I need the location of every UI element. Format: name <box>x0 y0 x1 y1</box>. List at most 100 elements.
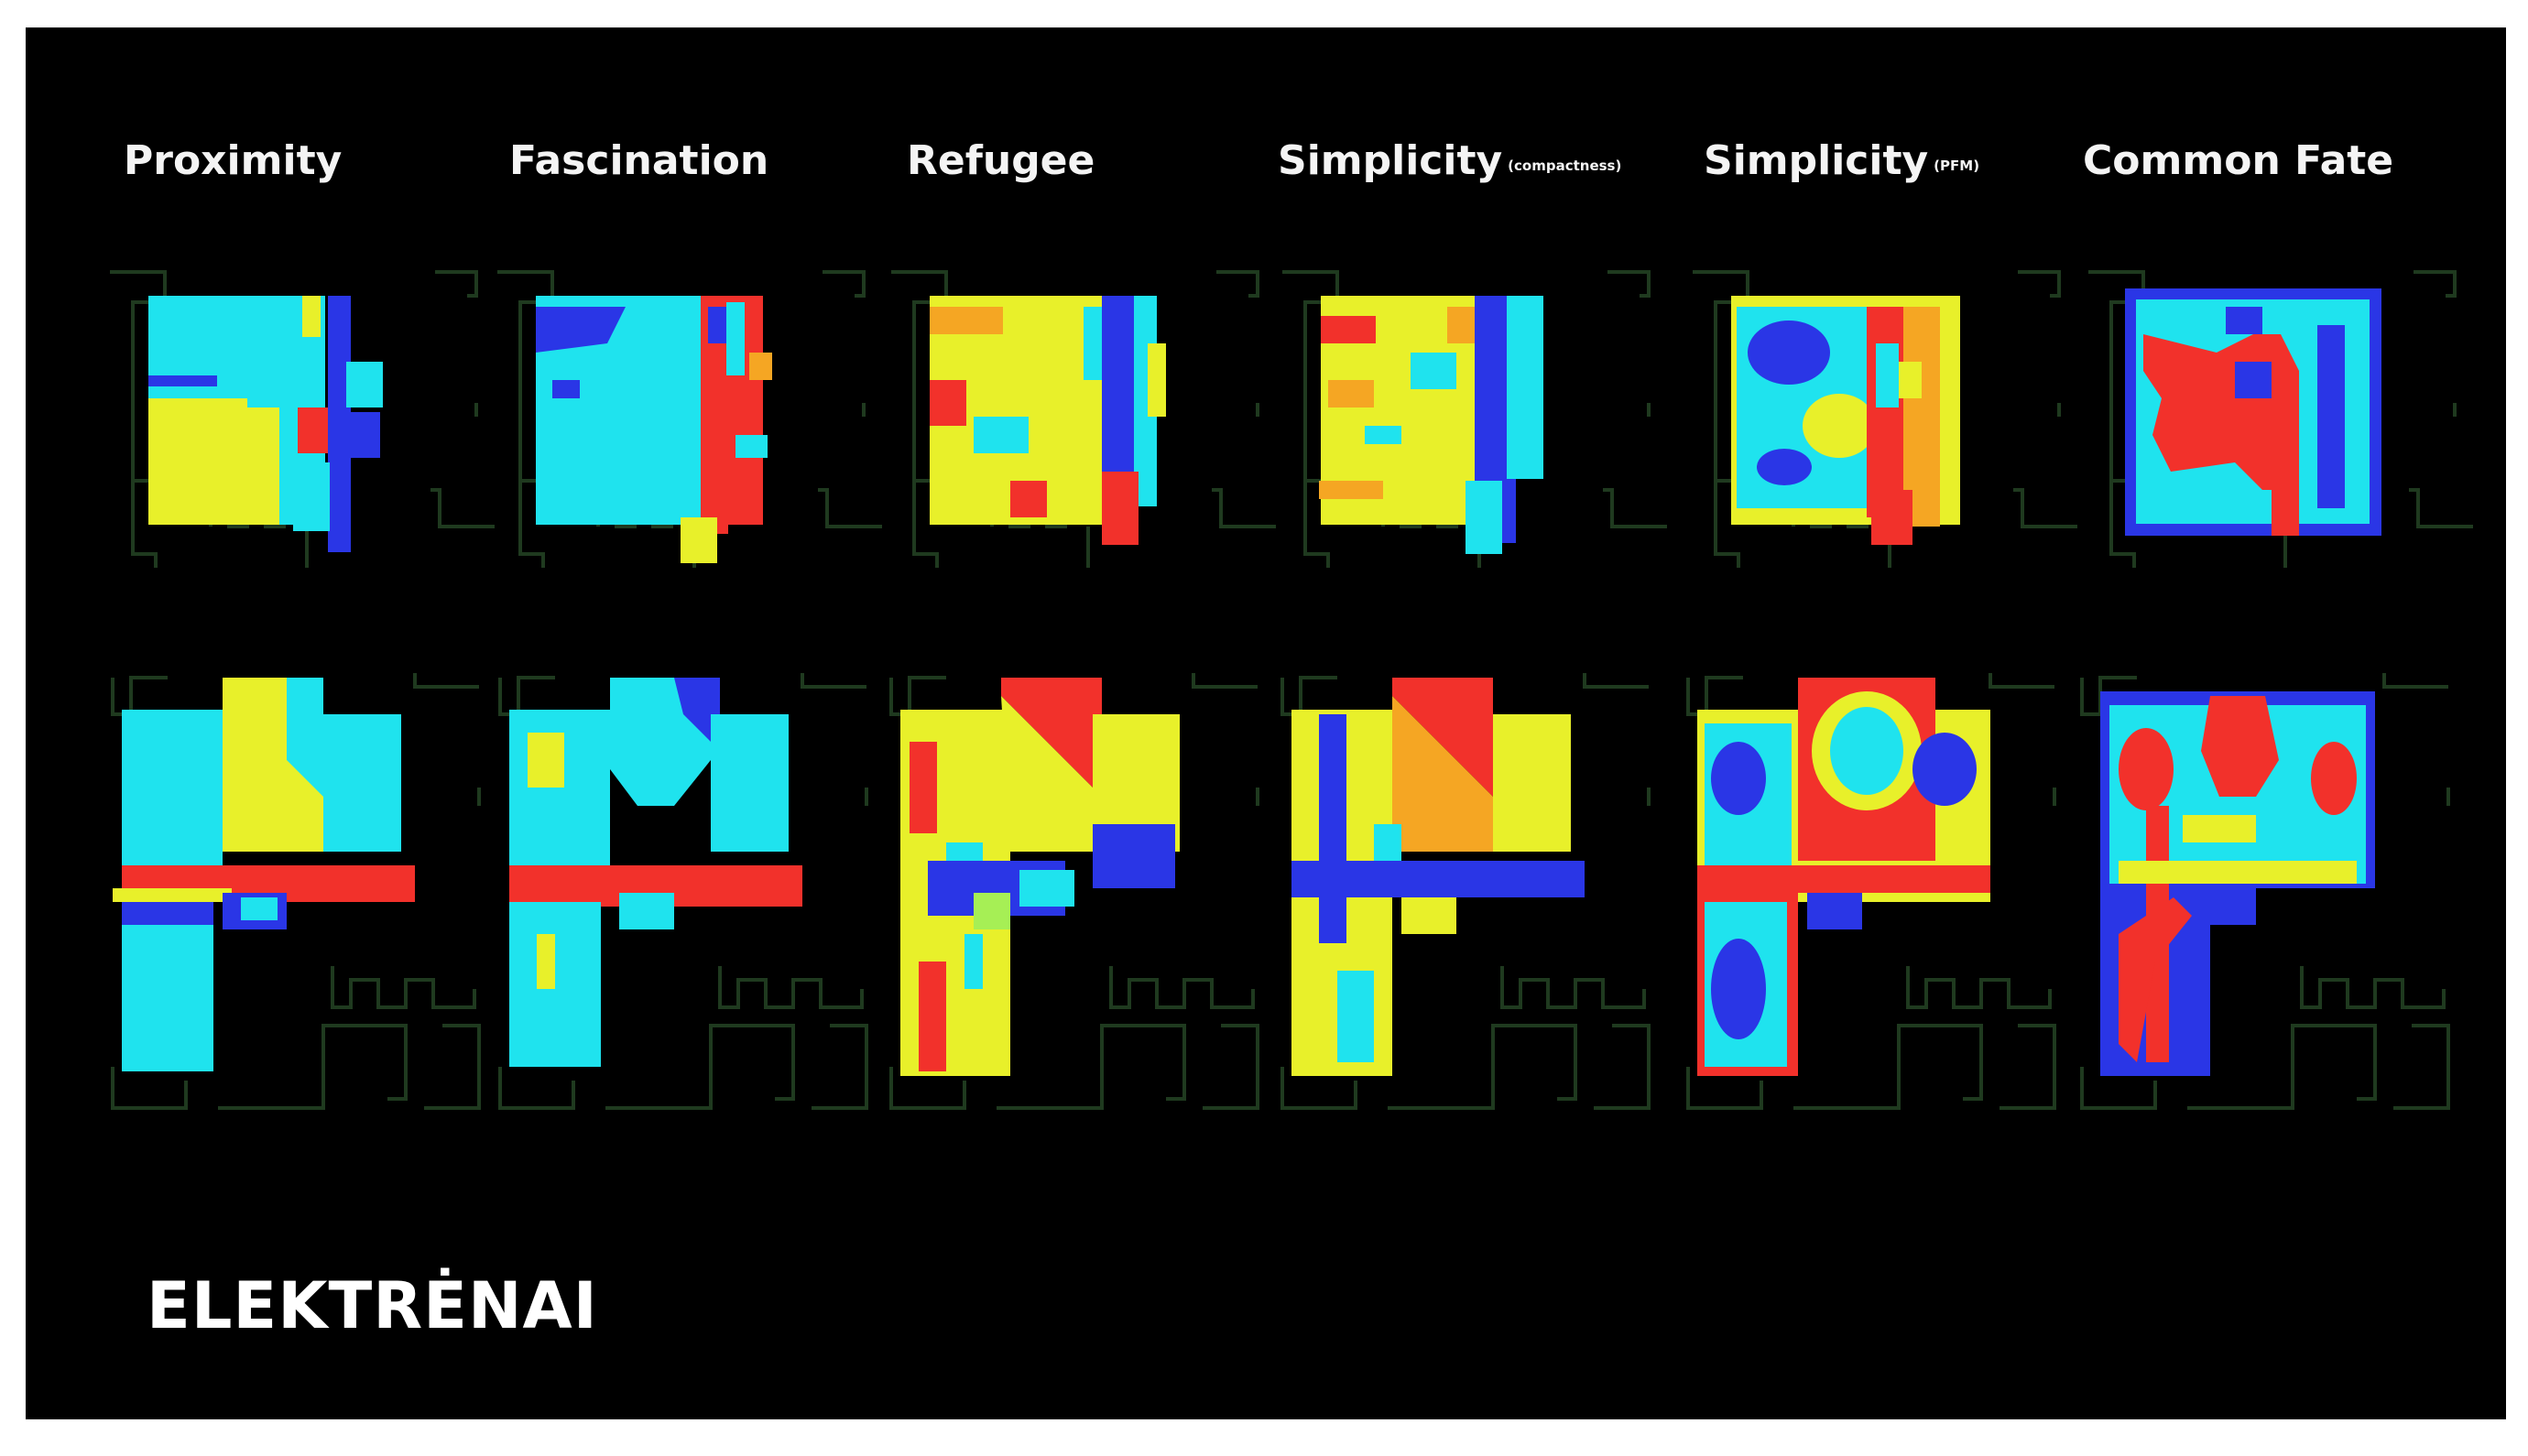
site-name: ELEKTRĖNAI <box>147 1268 598 1343</box>
wall-outline <box>111 1067 188 1110</box>
wall-outline <box>1583 673 1649 689</box>
heat-cell <box>1093 824 1175 888</box>
heat-cell <box>552 380 580 398</box>
heat-region <box>1392 678 1493 797</box>
wall-outline <box>435 270 478 298</box>
heat-cell <box>113 888 232 902</box>
plan-top-simplicity-compactness <box>1282 270 1667 568</box>
wall-outline <box>889 1067 966 1110</box>
wall-outline <box>1693 270 1749 568</box>
plan-top-common-fate <box>2088 270 2473 568</box>
heat-cell <box>1374 824 1401 861</box>
heat-cell <box>681 517 717 563</box>
heat-cell <box>1148 343 1166 417</box>
heat-cell <box>974 417 1029 453</box>
wall-outline <box>801 673 866 689</box>
heat-cell <box>1365 426 1401 444</box>
wall-outline <box>424 1024 481 1110</box>
plan-bottom-simplicity-pfm <box>1686 673 2056 1110</box>
wall-outline <box>1603 488 1667 528</box>
heat-cell <box>1019 870 1074 907</box>
plan-top-fascination <box>497 270 882 568</box>
heat-cell <box>749 353 772 380</box>
heat-blob <box>1803 394 1876 458</box>
heat-cell <box>293 462 330 531</box>
wall-outline <box>2382 673 2448 689</box>
heat-blob <box>1711 742 1766 815</box>
heat-cell <box>1321 316 1376 343</box>
heat-cell <box>708 307 726 343</box>
wall-outline <box>1212 488 1276 528</box>
wall-outline <box>1203 1024 1259 1110</box>
wall-outline <box>2393 1024 2450 1110</box>
heat-cell <box>328 296 351 552</box>
heat-region <box>1001 678 1102 797</box>
wall-outline <box>331 966 476 1009</box>
heat-region <box>1001 696 1102 852</box>
wall-outline <box>1686 676 1743 716</box>
heat-cell <box>2119 861 2357 884</box>
heat-cell <box>2201 888 2256 925</box>
plan-top-proximity <box>110 270 495 568</box>
heat-cell <box>1697 865 1990 893</box>
heat-cell <box>1084 307 1102 380</box>
heat-cell <box>1411 353 1456 389</box>
wall-outline <box>2080 1067 2157 1110</box>
wall-outline <box>111 676 168 716</box>
heat-region <box>287 678 323 797</box>
figure-panel: Proximity Fascination Refugee Simplicity… <box>26 27 2506 1419</box>
wall-outline <box>110 270 167 568</box>
heat-cell <box>122 710 223 884</box>
heat-cell <box>1291 934 1319 1071</box>
wall-outline <box>2300 966 2446 1009</box>
heat-cell <box>711 714 789 852</box>
wall-outline <box>1607 270 1651 298</box>
heat-cell <box>1291 861 1585 897</box>
wall-outline <box>718 966 864 1009</box>
heat-cell <box>1010 481 1047 517</box>
heat-region <box>536 307 626 353</box>
column-title-simplicity-pfm: Simplicity (PFM) <box>1704 137 1980 184</box>
heat-cell <box>148 375 217 386</box>
wall-outline <box>1500 966 1646 1009</box>
wall-outline <box>2000 1024 2056 1110</box>
heat-cell <box>241 897 278 920</box>
plan-top-refugee <box>891 270 1276 568</box>
heat-cell <box>1102 472 1139 545</box>
heat-region <box>2119 897 2192 1062</box>
wall-outline <box>1793 1024 1983 1110</box>
heat-cell <box>1447 307 1475 343</box>
heat-cell <box>974 893 1010 929</box>
column-title-proximity: Proximity <box>124 137 343 184</box>
heat-cell <box>302 296 321 337</box>
wall-outline <box>2187 1024 2377 1110</box>
wall-outline <box>1989 673 2054 689</box>
heat-cell <box>1337 971 1374 1062</box>
plan-top-simplicity-pfm <box>1693 270 2077 568</box>
heat-blob <box>1711 939 1766 1039</box>
wall-outline <box>2088 270 2145 568</box>
heat-cell <box>537 934 555 989</box>
heat-region <box>674 678 720 751</box>
heat-cell <box>1807 893 1862 929</box>
heat-cell <box>919 962 946 1071</box>
heat-cell <box>616 343 671 380</box>
heat-region <box>2201 696 2279 797</box>
plan-bottom-refugee <box>889 673 1259 1110</box>
heat-cell <box>2317 325 2345 508</box>
heat-cell <box>2299 353 2317 462</box>
wall-outline <box>889 676 946 716</box>
heat-cell <box>1401 897 1456 934</box>
wall-outline <box>1594 1024 1651 1110</box>
wall-outline <box>497 270 554 568</box>
wall-outline <box>1109 966 1255 1009</box>
heat-cell <box>736 435 768 458</box>
wall-outline <box>1686 1067 1763 1110</box>
wall-outline <box>1280 1067 1357 1110</box>
wall-outline <box>1388 1024 1577 1110</box>
heat-cell <box>1493 714 1571 852</box>
wall-outline <box>997 1024 1186 1110</box>
heat-blob <box>1757 449 1812 485</box>
heat-cell <box>2226 307 2262 334</box>
heat-cell <box>930 380 966 426</box>
